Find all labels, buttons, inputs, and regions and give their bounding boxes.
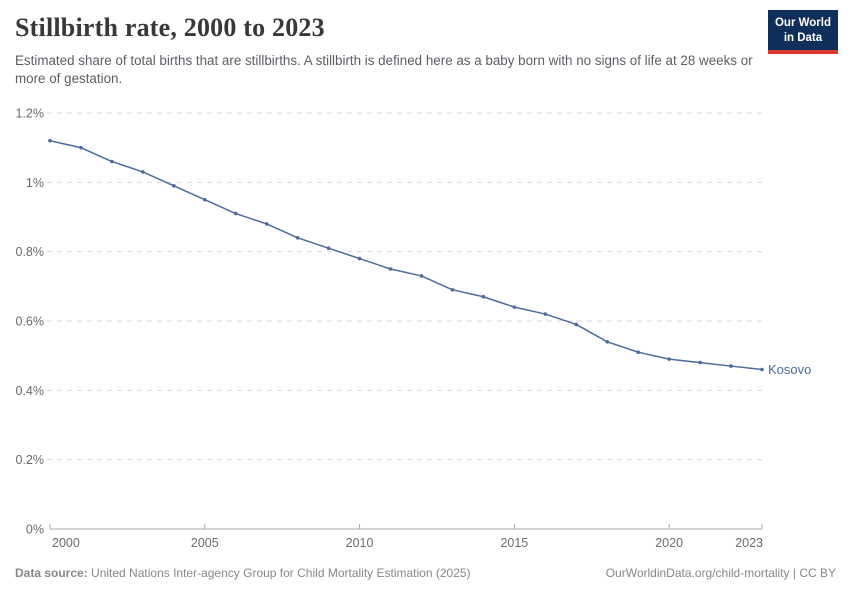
data-point[interactable] <box>202 197 207 202</box>
y-tick-label: 0% <box>26 523 44 537</box>
data-point[interactable] <box>605 340 610 344</box>
owid-logo-line2: in Data <box>783 31 823 44</box>
y-tick-label: 0.6% <box>16 315 45 329</box>
data-point[interactable] <box>295 236 300 240</box>
data-point[interactable] <box>574 322 579 327</box>
x-tick-label: 2000 <box>52 536 80 550</box>
x-tick-label: 2015 <box>500 536 528 550</box>
data-point[interactable] <box>233 211 238 216</box>
y-tick-label: 0.2% <box>16 453 45 467</box>
data-point[interactable] <box>698 360 702 365</box>
page-title: Stillbirth rate, 2000 to 2023 <box>15 13 325 42</box>
y-tick-label: 0.8% <box>16 245 45 259</box>
data-point[interactable] <box>667 357 671 361</box>
data-line[interactable] <box>49 140 763 371</box>
x-tick-label: 2020 <box>655 536 683 550</box>
x-tick-label: 2023 <box>735 536 763 550</box>
y-tick-label: 1.2% <box>16 107 45 121</box>
x-tick-label: 2005 <box>191 536 219 550</box>
chart-footer: Data source: United Nations Inter-agency… <box>15 566 836 580</box>
data-source-text: United Nations Inter-agency Group for Ch… <box>87 566 471 580</box>
data-point[interactable] <box>543 312 548 316</box>
data-point[interactable] <box>264 222 269 226</box>
x-tick-label: 2010 <box>346 536 374 550</box>
attribution-link[interactable]: OurWorldinData.org/child-mortality | CC … <box>605 566 836 580</box>
data-point[interactable] <box>48 138 52 143</box>
owid-logo-line1: Our World <box>774 17 831 29</box>
data-point[interactable] <box>357 256 362 261</box>
series-end-label[interactable]: Kosovo <box>768 362 811 377</box>
data-point[interactable] <box>450 288 455 292</box>
owid-logo[interactable]: Our World in Data <box>767 10 838 54</box>
data-point[interactable] <box>481 294 486 299</box>
data-point[interactable] <box>110 159 114 164</box>
data-point[interactable] <box>326 246 331 250</box>
data-point[interactable] <box>79 145 83 150</box>
data-point[interactable] <box>512 305 517 309</box>
data-point[interactable] <box>388 267 393 271</box>
data-source: Data source: United Nations Inter-agency… <box>15 566 471 580</box>
chart-subtitle: Estimated share of total births that are… <box>15 53 753 86</box>
data-point[interactable] <box>636 350 640 355</box>
data-point[interactable] <box>760 367 764 372</box>
data-point[interactable] <box>419 274 424 278</box>
y-tick-label: 1% <box>26 176 44 190</box>
y-tick-label: 0.4% <box>16 384 45 398</box>
data-point[interactable] <box>141 170 145 174</box>
data-source-label: Data source: <box>15 566 88 580</box>
data-point[interactable] <box>172 184 176 188</box>
data-point[interactable] <box>729 364 733 368</box>
